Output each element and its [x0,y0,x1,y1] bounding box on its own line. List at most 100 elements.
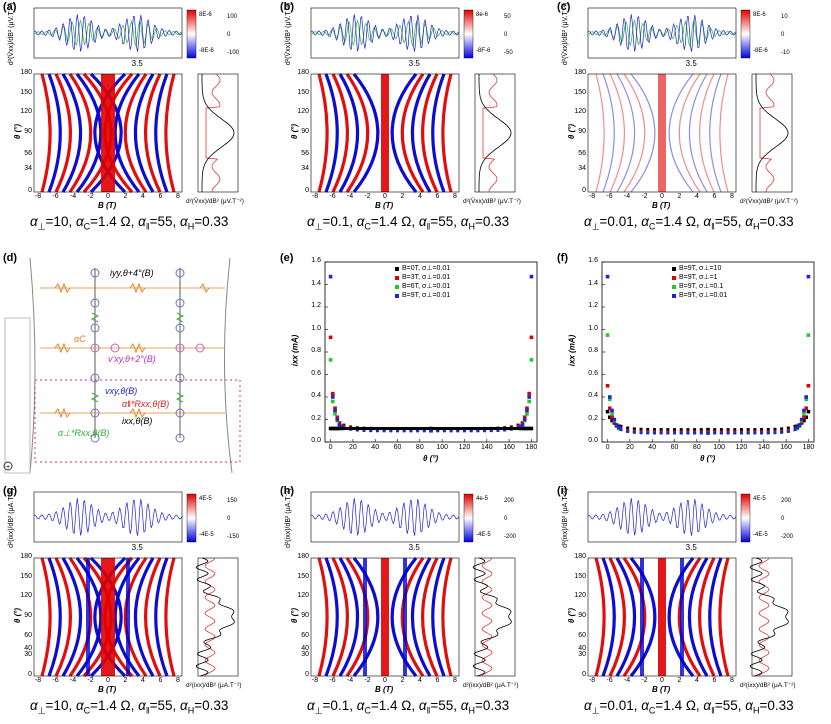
panel-label: (c) [557,1,571,13]
legend-entry: B=9T, σ⊥=0.01 [402,292,451,299]
data-point [806,383,811,388]
alpha-subscript: ⊥ [591,221,600,232]
heatmap-frame [33,557,183,677]
data-point [527,391,531,396]
data-point [693,431,697,435]
panel-graphics [310,491,516,678]
x-tick-label: 180 [525,444,538,451]
data-point [489,429,493,433]
top-trace-frame [33,491,183,543]
data-point [806,274,811,279]
x-tick-label: -6 [329,677,336,684]
legend-marker [672,294,676,298]
data-point [802,418,806,423]
parameter-value: =0.01, [599,214,642,229]
top-trace-ylabel: d²(V̄xx)/dB² (μV.T⁻²) [562,2,569,66]
scatter-chart [324,261,538,443]
y-tick-label: 150 [20,88,32,96]
data-point [605,383,610,388]
colorbar [463,9,474,59]
x-tick-label: 20 [625,444,634,451]
top-trace-ylabel: d²(V̄xx)/dB² (μV.T⁻²) [8,2,15,66]
y-tick-label: 40 [578,644,586,652]
data-point [610,412,614,416]
x-tick-label: 20 [348,444,357,451]
y-axis-label: θ (°) [13,123,23,140]
heatmap-arc [677,557,702,677]
side-profile-black [478,74,512,192]
parameter-caption: α⊥=10, αC=1.4 Ω, α‖=55, αH=0.33 [30,698,228,717]
data-point [713,431,717,435]
alpha-symbol: α [356,698,365,713]
x-tick-label: 100 [713,444,725,451]
data-point [496,428,500,432]
y-tick-label: 150 [297,88,309,96]
alpha-subscript: C [83,705,91,716]
heatmap-arc [154,73,169,193]
x-axis-label: B (T) [375,685,394,694]
heatmap-arc [421,557,439,677]
panel-label: (h) [280,485,295,497]
data-point [804,406,808,411]
data-point [804,397,808,402]
heatmap-arc [61,557,83,677]
x-tick-label: 140 [480,444,493,451]
data-point [706,427,710,432]
y-tick-label: 34 [24,164,32,172]
parameter-value: =0.1, [322,214,357,229]
x-tick-label: 40 [371,444,380,451]
data-point [632,427,636,431]
heatmap-arc [602,73,615,193]
x-axis-label: B (T) [652,201,671,210]
x-tick-label: 4 [418,193,422,200]
top-trace-tick: -50 [504,50,513,56]
x-tick-label: -6 [329,193,336,200]
parameter-value: =1.4 Ω, [370,698,419,713]
parameter-value: =1.4 Ω, [370,214,419,229]
panel-d: (d) + [0,248,265,478]
top-trace-tick: 100 [227,14,238,20]
panel-label: (d) [3,252,18,264]
heatmap-arc [331,557,349,677]
parameter-caption: α⊥=10, αC=1.4 Ω, α‖=55, αH=0.33 [30,214,228,233]
alpha-symbol: α [584,214,592,229]
y-tick-label: 180 [20,553,32,560]
y-tick-label: 40 [24,644,32,652]
alpha-subscript: C [364,221,371,232]
heatmap-arc [668,73,694,193]
side-profile-black [472,557,512,677]
data-point [806,409,811,414]
y-tick-label: 180 [297,69,309,76]
heatmap-arc [40,557,52,677]
alpha-subscript: ‖ [711,705,715,716]
x-tick-label: 120 [735,444,748,451]
diagram-text-iyy: iyy,θ+4°(B) [110,268,154,278]
x-tick-label: 0 [106,193,110,200]
x-tick-label: 8 [453,193,457,200]
parameter-value: =55, [430,214,461,229]
heatmap-arc [345,557,370,677]
data-point [713,428,717,432]
y-tick-label: 56 [301,150,309,158]
heatmap-arc [317,557,329,677]
legend-entry: B=9T, σ⊥=1 [679,274,718,281]
alpha-symbol: α [307,214,315,229]
y-tick-label: 120 [20,108,32,116]
heatmap-frame [33,73,183,193]
x-tick-label: -2 [641,193,648,200]
alpha-subscript: ‖ [426,221,431,232]
data-point [659,428,663,432]
alpha-symbol: α [138,214,146,229]
panel-g: (g) d²(ixx)/dB² (μA.T⁻²) 3.5 4E-5 -4E-5 150 0-… [0,484,277,724]
top-trace-tick: -200 [781,534,794,540]
x-tick-label: -2 [364,677,371,684]
x-tick-label: -8 [34,193,42,200]
x-tick-label: 8 [176,677,180,684]
data-point [733,431,737,435]
x-tick-label: 120 [458,444,471,451]
data-point [525,412,529,416]
heatmap-arc [331,73,349,193]
parameter-value: =0.33 [759,214,794,229]
alpha-symbol: α [179,214,188,229]
y-tick-label: 0.2 [311,414,321,422]
